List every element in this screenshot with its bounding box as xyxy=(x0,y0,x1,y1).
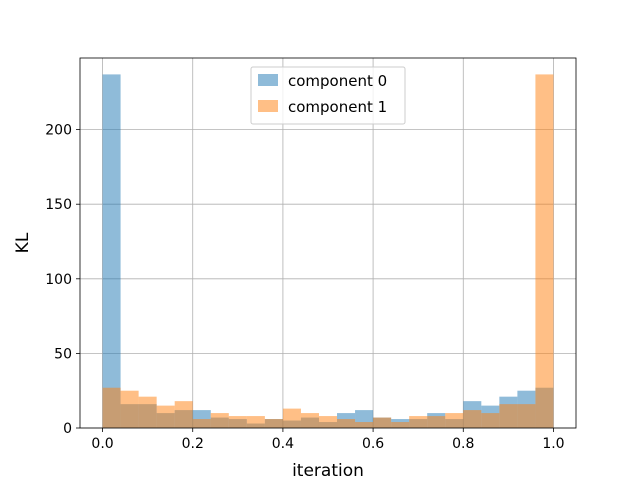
plot-frame xyxy=(79,57,577,429)
bars-layer xyxy=(102,74,554,429)
bar-component-1-bin-12 xyxy=(318,416,338,428)
bar-component-1-bin-19 xyxy=(445,413,464,428)
bar-component-1-bin-10 xyxy=(282,408,301,428)
bar-component-1-bin-1 xyxy=(120,390,139,428)
x-tick-label: 0.4 xyxy=(272,436,294,452)
legend-swatch-component-1 xyxy=(258,100,278,112)
bar-component-1-bin-0 xyxy=(102,387,121,428)
bar-component-1-bin-24 xyxy=(535,74,554,429)
legend-swatch-component-0 xyxy=(258,74,278,86)
bar-component-1-bin-2 xyxy=(138,396,157,428)
x-tick-label: 0.0 xyxy=(91,436,113,452)
y-tick-label: 200 xyxy=(45,123,72,139)
bar-component-1-bin-5 xyxy=(192,419,211,428)
legend-label-component-1: component 1 xyxy=(288,98,387,116)
x-tick-label: 1.0 xyxy=(542,436,564,452)
bar-component-1-bin-21 xyxy=(481,413,500,428)
bar-component-1-bin-8 xyxy=(246,416,265,428)
y-axis-label: KL xyxy=(13,232,33,253)
bar-component-1-bin-17 xyxy=(409,416,428,428)
legend-box xyxy=(250,66,406,125)
bar-component-1-bin-14 xyxy=(355,422,374,428)
bar-component-1-bin-15 xyxy=(373,417,392,428)
bar-component-1-bin-6 xyxy=(210,413,229,428)
bar-component-1-bin-9 xyxy=(264,419,283,428)
bar-component-1-bin-13 xyxy=(337,419,356,428)
bar-component-0-bin-0 xyxy=(102,74,121,429)
x-tick-label: 0.8 xyxy=(452,436,474,452)
x-axis-ticks: 0.0 0.2 0.4 0.6 0.8 1.0 xyxy=(91,428,565,452)
y-axis-ticks: 0 50 100 150 200 xyxy=(45,123,80,437)
bar-component-1-bin-4 xyxy=(174,401,193,428)
legend: component 0 component 1 xyxy=(250,66,406,125)
y-tick-label: 150 xyxy=(45,197,72,213)
bar-component-1-bin-7 xyxy=(228,416,247,428)
bar-component-1-bin-18 xyxy=(427,416,446,428)
bar-component-1-bin-22 xyxy=(499,404,518,428)
legend-label-component-0: component 0 xyxy=(288,72,387,90)
bar-component-1-bin-20 xyxy=(463,410,482,428)
y-tick-label: 100 xyxy=(45,272,72,288)
bar-component-1-bin-16 xyxy=(391,422,410,428)
bar-component-1-bin-3 xyxy=(156,405,175,428)
bar-component-1-bin-23 xyxy=(517,404,536,428)
x-tick-label: 0.6 xyxy=(362,436,384,452)
x-axis-label: iteration xyxy=(292,461,364,480)
bar-component-1-bin-11 xyxy=(300,413,319,428)
x-tick-label: 0.2 xyxy=(182,436,204,452)
y-tick-label: 0 xyxy=(63,421,72,437)
y-tick-label: 50 xyxy=(54,346,72,362)
